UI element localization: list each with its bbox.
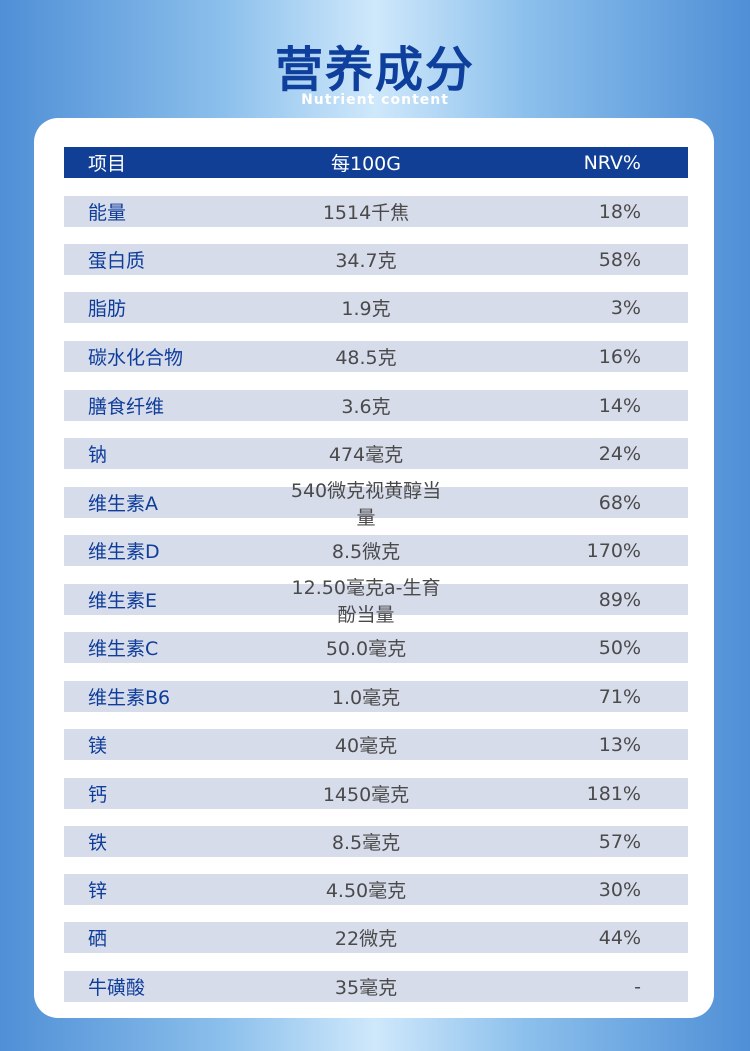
table-row: 铁 8.5毫克 57% (64, 826, 688, 857)
nutrient-amount: 1450毫克 (322, 784, 410, 806)
nutrient-amount: 474毫克 (328, 444, 404, 466)
nutrient-amount: 50.0毫克 (325, 638, 407, 660)
nutrient-amount: 48.5克 (335, 347, 397, 369)
nutrient-name: 铁 (88, 832, 108, 854)
nutrient-amount: 1514千焦 (322, 202, 410, 224)
nutrient-nrv: 50% (598, 636, 641, 659)
nutrient-nrv: 16% (598, 345, 641, 368)
table-row: 钠 474毫克 24% (64, 438, 688, 469)
nutrient-nrv: 181% (586, 782, 641, 805)
table-row: 维生素D 8.5微克 170% (64, 535, 688, 566)
nutrient-name: 碳水化合物 (88, 347, 184, 369)
header-item: 项目 (88, 153, 127, 175)
nutrient-name: 维生素A (88, 493, 158, 515)
nutrient-name: 锌 (88, 880, 108, 902)
nutrient-name: 钠 (88, 444, 108, 466)
nutrient-amount: 8.5微克 (331, 541, 401, 563)
nutrient-amount: 8.5毫克 (331, 832, 401, 854)
nutrient-nrv: 89% (598, 588, 641, 611)
nutrient-amount: 12.50毫克a-生育酚当量 (291, 576, 441, 626)
table-row: 脂肪 1.9克 3% (64, 292, 688, 323)
header-nrv: NRV% (583, 151, 641, 174)
nutrient-nrv: 170% (586, 539, 641, 562)
table-row: 维生素C 50.0毫克 50% (64, 632, 688, 663)
table-row: 膳食纤维 3.6克 14% (64, 390, 688, 421)
page-subtitle: Nutrient content (301, 92, 449, 108)
table-row: 蛋白质 34.7克 58% (64, 244, 688, 275)
nutrient-name: 膳食纤维 (88, 396, 165, 418)
table-row: 能量 1514千焦 18% (64, 196, 688, 227)
nutrient-amount: 1.0毫克 (331, 687, 401, 709)
table-row: 牛磺酸 35毫克 - (64, 971, 688, 1002)
nutrient-name: 硒 (88, 928, 108, 950)
nutrient-nrv: 71% (598, 685, 641, 708)
nutrient-nrv: - (634, 975, 641, 998)
nutrient-amount: 22微克 (334, 928, 398, 950)
nutrient-name: 镁 (88, 735, 108, 757)
nutrient-nrv: 13% (598, 733, 641, 756)
nutrient-amount: 3.6克 (341, 396, 391, 418)
table-row: 碳水化合物 48.5克 16% (64, 341, 688, 372)
table-row: 锌 4.50毫克 30% (64, 874, 688, 905)
table-header: 项目 每100G NRV% (64, 147, 688, 178)
table-row: 镁 40毫克 13% (64, 729, 688, 760)
table-row: 硒 22微克 44% (64, 922, 688, 953)
nutrient-name: 蛋白质 (88, 250, 146, 272)
table-row: 钙 1450毫克 181% (64, 778, 688, 809)
page-title: 营养成分 (274, 42, 475, 98)
nutrient-amount: 1.9克 (341, 298, 391, 320)
nutrient-name: 维生素E (88, 590, 158, 612)
nutrient-amount: 35毫克 (334, 977, 398, 999)
nutrient-nrv: 44% (598, 926, 641, 949)
nutrient-name: 维生素B6 (88, 687, 171, 709)
nutrient-name: 牛磺酸 (88, 977, 146, 999)
nutrient-amount: 540微克视黄醇当量 (290, 479, 442, 529)
header-per-100g: 每100G (331, 153, 401, 175)
nutrient-name: 维生素D (88, 541, 160, 563)
nutrient-nrv: 30% (598, 878, 641, 901)
nutrient-amount: 4.50毫克 (325, 880, 407, 902)
nutrient-amount: 40毫克 (334, 735, 398, 757)
nutrient-amount: 34.7克 (335, 250, 397, 272)
nutrient-name: 脂肪 (88, 298, 127, 320)
table-row: 维生素E 12.50毫克a-生育酚当量 89% (64, 577, 688, 626)
nutrient-nrv: 14% (598, 394, 641, 417)
nutrient-nrv: 3% (610, 296, 641, 319)
nutrient-name: 钙 (88, 784, 108, 806)
nutrient-nrv: 57% (598, 830, 641, 853)
nutrient-nrv: 58% (598, 248, 641, 271)
table-row: 维生素A 540微克视黄醇当量 68% (64, 480, 688, 529)
nutrient-nrv: 24% (598, 442, 641, 465)
nutrient-name: 能量 (88, 202, 127, 224)
table-row: 维生素B6 1.0毫克 71% (64, 681, 688, 712)
nutrient-name: 维生素C (88, 638, 159, 660)
nutrient-nrv: 18% (598, 200, 641, 223)
nutrient-nrv: 68% (598, 491, 641, 514)
